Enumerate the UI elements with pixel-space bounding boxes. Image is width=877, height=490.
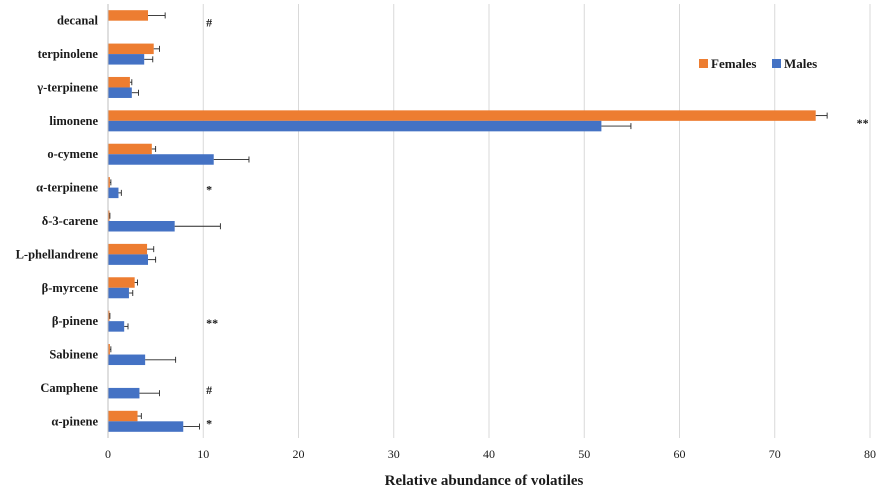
error-bar <box>148 12 166 19</box>
bar-males <box>108 387 140 399</box>
x-tick-label: 80 <box>864 447 876 461</box>
significance-mark: ** <box>206 316 218 330</box>
bar-males <box>108 154 214 165</box>
bar-females <box>108 43 154 55</box>
category-label: β-pinene <box>52 314 99 328</box>
error-bar <box>145 356 177 363</box>
category-label: L-phellandrene <box>16 247 99 261</box>
bar-females <box>108 243 148 255</box>
error-bar <box>174 223 221 230</box>
category-label: decanal <box>57 14 99 28</box>
bar-females <box>108 277 135 288</box>
bar-males <box>108 87 132 98</box>
error-bar <box>148 256 157 263</box>
bar-males <box>108 254 149 265</box>
bar-females <box>108 310 110 322</box>
error-bar <box>139 390 160 397</box>
bar-females <box>108 410 138 422</box>
bar-females <box>108 10 149 21</box>
bar-males <box>108 221 175 232</box>
error-bar <box>129 79 133 86</box>
error-bar <box>131 89 139 96</box>
bar-females <box>108 110 816 121</box>
x-axis-title: Relative abundance of volatiles <box>385 473 584 489</box>
legend-label-females: Females <box>711 56 756 71</box>
significance-mark: # <box>206 383 212 397</box>
category-label: o-cymene <box>47 147 98 161</box>
x-tick-label: 20 <box>293 447 305 461</box>
category-label: Camphene <box>40 381 98 395</box>
error-bar <box>144 56 154 63</box>
error-bar <box>183 423 200 430</box>
x-tick-label: 60 <box>674 447 686 461</box>
significance-mark: * <box>206 416 212 430</box>
error-bars <box>109 12 828 430</box>
x-tick-label: 50 <box>578 447 590 461</box>
bar-females <box>108 210 110 221</box>
category-label: terpinolene <box>38 47 99 61</box>
legend-swatch-females <box>699 59 708 68</box>
category-label: α-pinene <box>51 414 98 428</box>
error-bar <box>118 189 122 196</box>
bar-females <box>108 143 152 155</box>
error-bar <box>124 323 129 330</box>
bar-males <box>108 287 129 299</box>
significance-mark: * <box>206 183 212 197</box>
bars <box>108 10 816 432</box>
error-bar <box>815 112 828 119</box>
x-tick-label: 10 <box>197 447 209 461</box>
bar-females <box>108 177 110 188</box>
category-label: γ-terpinene <box>36 80 98 94</box>
bar-females <box>108 76 130 88</box>
legend-label-males: Males <box>784 56 817 71</box>
x-tick-labels: 0 10 20 30 40 50 60 70 80 <box>105 447 876 461</box>
legend-swatch-males <box>772 59 781 68</box>
legend: Females Males <box>699 56 817 71</box>
significance-mark: # <box>206 16 212 30</box>
bar-males <box>108 421 184 432</box>
significance-annotations: #*****#* <box>206 16 869 431</box>
bar-males <box>108 187 119 199</box>
category-label: Sabinene <box>49 348 98 362</box>
x-tick-label: 0 <box>105 447 111 461</box>
error-bar <box>128 290 134 297</box>
error-bar <box>109 179 112 186</box>
error-bar <box>109 346 112 353</box>
error-bar <box>151 145 157 152</box>
category-label: α-terpinene <box>36 181 98 195</box>
error-bar <box>213 156 250 163</box>
error-bar <box>147 246 155 253</box>
category-label: δ-3-carene <box>42 214 99 228</box>
error-bar <box>137 413 142 420</box>
bar-males <box>108 54 145 65</box>
bar-males <box>108 354 146 366</box>
category-label: limonene <box>49 114 98 128</box>
error-bar <box>153 45 160 52</box>
category-label: β-myrcene <box>42 281 99 295</box>
bar-females <box>108 344 110 355</box>
significance-mark: ** <box>857 116 869 130</box>
x-tick-label: 40 <box>483 447 495 461</box>
gridlines <box>202 4 871 438</box>
x-tick-label: 30 <box>388 447 400 461</box>
x-tick-label: 70 <box>769 447 781 461</box>
category-labels: decanal terpinolene γ-terpinene limonene o-c… <box>16 14 99 429</box>
error-bar <box>134 279 138 286</box>
bar-males <box>108 120 602 132</box>
error-bar <box>601 123 632 130</box>
bar-males <box>108 321 125 332</box>
